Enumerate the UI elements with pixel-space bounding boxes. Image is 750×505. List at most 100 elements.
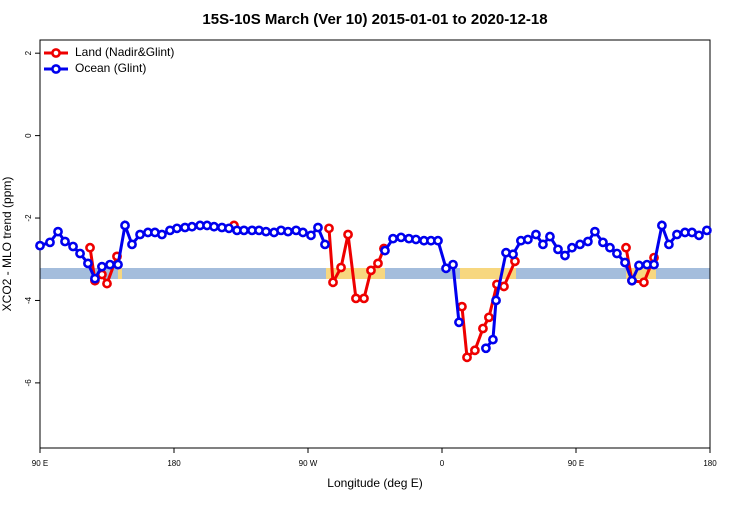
point <box>90 273 100 284</box>
point <box>113 259 123 270</box>
point <box>373 258 383 269</box>
point <box>239 225 249 236</box>
y-tick-label: -6 <box>24 379 33 387</box>
point <box>523 234 533 245</box>
point <box>351 293 361 304</box>
point <box>441 263 451 274</box>
point <box>411 234 421 245</box>
point <box>97 261 107 272</box>
point <box>313 222 323 233</box>
y-tick-label: 2 <box>24 50 33 55</box>
legend-label: Land (Nadir&Glint) <box>75 45 174 59</box>
point <box>83 258 93 269</box>
legend-marker <box>51 48 61 58</box>
point <box>612 248 622 259</box>
point <box>649 259 659 270</box>
y-tick-label: -2 <box>24 214 33 222</box>
point <box>336 262 346 273</box>
point <box>545 231 555 242</box>
point <box>462 352 472 363</box>
point <box>105 259 115 270</box>
legend-label: Ocean (Glint) <box>75 61 146 75</box>
point <box>575 239 585 250</box>
point <box>560 250 570 261</box>
point <box>380 245 390 256</box>
point <box>53 226 63 237</box>
y-tick-label: 0 <box>24 133 33 138</box>
point <box>538 239 548 250</box>
point <box>634 260 644 271</box>
legend-marker <box>51 64 61 74</box>
x-axis-label: Longitude (deg E) <box>327 476 422 490</box>
point <box>320 239 330 250</box>
x-tick-label: 90 E <box>32 459 48 468</box>
band-ocean <box>40 268 118 279</box>
point <box>187 221 197 232</box>
point <box>605 242 615 253</box>
point <box>306 230 316 241</box>
point <box>261 226 271 237</box>
point <box>209 221 219 232</box>
point <box>283 226 293 237</box>
point <box>127 239 137 250</box>
band-land <box>626 268 656 279</box>
point <box>583 236 593 247</box>
point <box>324 223 334 234</box>
point <box>672 229 682 240</box>
point <box>60 236 70 247</box>
point <box>224 223 234 234</box>
band-land <box>326 268 385 279</box>
point <box>567 242 577 253</box>
point <box>328 277 338 288</box>
point <box>478 323 488 334</box>
point <box>638 277 649 288</box>
point <box>85 242 95 253</box>
point <box>694 230 704 241</box>
point <box>359 293 369 304</box>
point <box>45 237 55 248</box>
chart-title: 15S-10S March (Ver 10) 2015-01-01 to 202… <box>202 11 547 28</box>
point <box>657 220 667 231</box>
point <box>481 343 491 354</box>
point <box>172 223 182 234</box>
point <box>598 237 608 248</box>
x-tick-label: 180 <box>703 459 717 468</box>
point <box>157 229 167 240</box>
point <box>491 295 501 306</box>
x-tick-label: 0 <box>440 459 445 468</box>
band-ocean <box>385 268 460 279</box>
point <box>701 225 712 236</box>
point <box>508 249 518 260</box>
point <box>448 259 458 270</box>
point <box>531 229 541 240</box>
point <box>499 281 509 292</box>
point <box>483 312 494 323</box>
point <box>488 334 498 345</box>
point <box>553 244 563 255</box>
point <box>621 242 631 253</box>
band-ocean <box>122 268 326 279</box>
point <box>457 301 467 312</box>
point <box>454 317 464 328</box>
point <box>343 229 353 240</box>
band-land <box>460 268 516 279</box>
x-tick-label: 90 E <box>568 459 584 468</box>
point <box>620 257 630 268</box>
band-ocean <box>516 268 626 279</box>
point <box>664 239 674 250</box>
x-tick-label: 90 W <box>299 459 318 468</box>
point <box>433 235 443 246</box>
point <box>470 345 480 356</box>
point <box>366 265 376 276</box>
point <box>627 275 637 286</box>
point <box>388 233 398 244</box>
band-ocean <box>656 268 710 279</box>
y-axis-label: XCO2 - MLO trend (ppm) <box>0 177 14 312</box>
point <box>135 229 145 240</box>
y-tick-label: -4 <box>24 296 33 304</box>
point <box>298 227 308 238</box>
point <box>120 220 130 231</box>
x-tick-label: 180 <box>167 459 181 468</box>
point <box>35 240 45 251</box>
